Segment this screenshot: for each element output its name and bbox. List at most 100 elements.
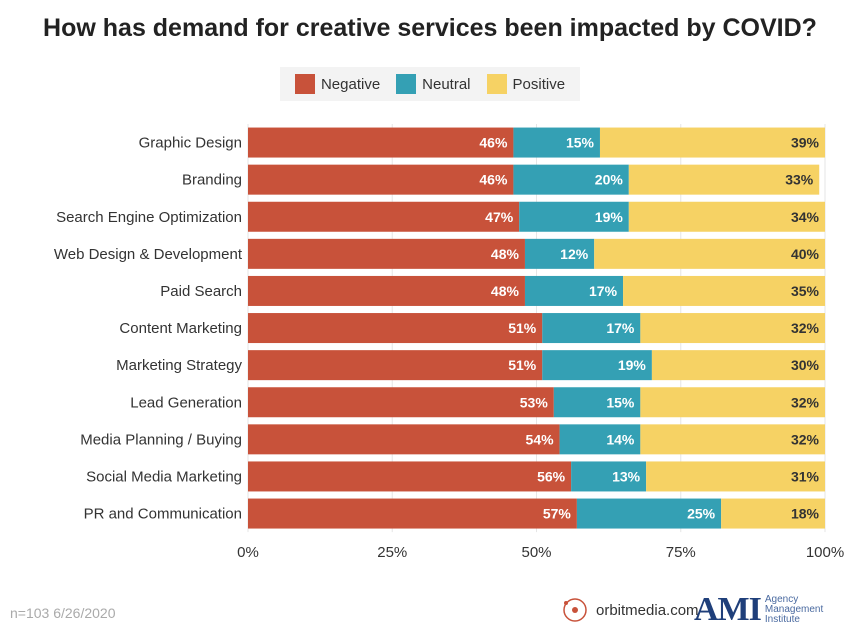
legend-item-negative: Negative: [294, 74, 381, 94]
data-label: 14%: [606, 431, 635, 447]
bar-negative: [248, 164, 514, 195]
data-label: 32%: [791, 320, 820, 336]
bar-negative: [248, 275, 525, 306]
bar-neutral: [542, 350, 652, 381]
ami-logo: AMI Agency Management Institute: [694, 591, 823, 629]
bar-neutral: [571, 461, 647, 492]
bar-positive: [651, 350, 825, 381]
category-label: Web Design & Development: [54, 246, 243, 263]
data-label: 31%: [791, 468, 820, 484]
category-label: Branding: [182, 172, 242, 189]
legend-label: Neutral: [422, 75, 471, 93]
data-label: 47%: [485, 209, 514, 225]
data-label: 53%: [520, 394, 549, 410]
bar-neutral: [559, 424, 641, 455]
bar-neutral: [513, 127, 600, 158]
bar-negative: [248, 387, 554, 418]
data-label: 46%: [479, 135, 508, 151]
bar-positive: [628, 201, 825, 232]
orbit-text: orbitmedia.com: [596, 601, 699, 619]
category-label: Search Engine Optimization: [56, 209, 242, 226]
bar-negative: [248, 350, 543, 381]
data-label: 48%: [491, 246, 520, 262]
data-label: 12%: [560, 246, 589, 262]
data-label: 35%: [791, 283, 820, 299]
data-label: 17%: [606, 320, 635, 336]
bar-negative: [248, 201, 520, 232]
legend-label: Positive: [512, 75, 566, 93]
bar-neutral: [513, 164, 629, 195]
bar-neutral: [576, 498, 722, 529]
category-label: Media Planning / Buying: [80, 431, 242, 448]
x-tick-label: 0%: [237, 544, 259, 561]
data-label: 40%: [791, 246, 820, 262]
bar-negative: [248, 461, 572, 492]
x-tick-label: 50%: [521, 544, 551, 561]
data-label: 32%: [791, 431, 820, 447]
data-label: 56%: [537, 468, 566, 484]
legend-item-positive: Positive: [486, 74, 566, 94]
footnote: n=103 6/26/2020: [10, 605, 116, 621]
category-label: Lead Generation: [130, 394, 242, 411]
x-tick-label: 75%: [666, 544, 696, 561]
category-label: Graphic Design: [139, 135, 242, 152]
bar-positive: [646, 461, 825, 492]
data-label: 54%: [526, 431, 555, 447]
data-label: 15%: [566, 135, 595, 151]
data-label: 33%: [785, 172, 814, 188]
bar-neutral: [519, 201, 629, 232]
bar-positive: [721, 498, 825, 529]
bar-positive: [594, 238, 825, 269]
data-label: 18%: [791, 506, 820, 522]
data-label: 34%: [791, 209, 820, 225]
chart-title: How has demand for creative services bee…: [43, 14, 817, 42]
bar-positive: [640, 313, 825, 344]
bar-negative: [248, 424, 560, 455]
data-label: 20%: [595, 172, 624, 188]
bar-positive: [628, 164, 820, 195]
bar-positive: [623, 275, 825, 306]
legend-swatch: [486, 74, 507, 94]
orbit-icon: [563, 598, 587, 622]
data-label: 48%: [491, 283, 520, 299]
data-label: 32%: [791, 394, 820, 410]
x-tick-label: 100%: [806, 544, 844, 561]
legend-swatch: [396, 74, 417, 94]
bar-neutral: [524, 238, 595, 269]
bar-positive: [640, 387, 825, 418]
bar-neutral: [553, 387, 641, 418]
bar-neutral: [524, 275, 624, 306]
data-label: 15%: [606, 394, 635, 410]
legend: Negative Neutral Positive: [280, 67, 580, 101]
data-label: 19%: [595, 209, 624, 225]
x-tick-label: 25%: [377, 544, 407, 561]
category-label: PR and Communication: [84, 506, 242, 523]
bar-negative: [248, 238, 525, 269]
bar-positive: [599, 127, 825, 158]
legend-swatch: [294, 74, 315, 94]
category-label: Paid Search: [160, 283, 242, 300]
category-label: Social Media Marketing: [86, 468, 242, 485]
data-label: 39%: [791, 135, 820, 151]
data-label: 25%: [687, 506, 716, 522]
data-label: 46%: [479, 172, 508, 188]
data-label: 30%: [791, 357, 820, 373]
ami-subtext: Agency Management Institute: [764, 594, 824, 625]
data-label: 51%: [508, 357, 537, 373]
data-label: 13%: [612, 468, 641, 484]
orbit-media-logo: orbitmedia.com: [562, 597, 699, 623]
bar-negative: [248, 313, 543, 344]
bar-negative: [248, 498, 577, 529]
data-label: 17%: [589, 283, 618, 299]
category-label: Content Marketing: [119, 320, 242, 337]
data-label: 19%: [618, 357, 647, 373]
legend-label: Negative: [320, 75, 381, 93]
bar-neutral: [542, 313, 641, 344]
bar-negative: [248, 127, 514, 158]
bar-positive: [640, 424, 825, 455]
data-label: 51%: [508, 320, 537, 336]
category-label: Marketing Strategy: [116, 357, 242, 374]
data-label: 57%: [543, 506, 572, 522]
